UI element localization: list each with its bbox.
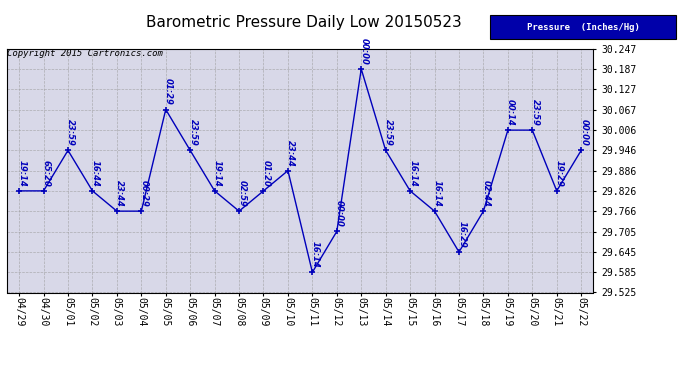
- Text: 01:20: 01:20: [262, 160, 270, 187]
- Text: 19:14: 19:14: [17, 160, 26, 187]
- Text: 00:00: 00:00: [580, 119, 589, 146]
- Text: 00:29: 00:29: [139, 180, 148, 207]
- Text: 23:44: 23:44: [115, 180, 124, 207]
- Text: 16:14: 16:14: [310, 241, 319, 268]
- Text: 16:14: 16:14: [408, 160, 417, 187]
- Text: 19:29: 19:29: [555, 160, 564, 187]
- Text: Barometric Pressure Daily Low 20150523: Barometric Pressure Daily Low 20150523: [146, 15, 462, 30]
- Text: 00:00: 00:00: [359, 38, 368, 65]
- Text: Pressure  (Inches/Hg): Pressure (Inches/Hg): [526, 22, 640, 32]
- Text: 01:29: 01:29: [164, 78, 173, 105]
- Text: 23:59: 23:59: [531, 99, 540, 126]
- Text: 16:14: 16:14: [433, 180, 442, 207]
- Text: 02:44: 02:44: [482, 180, 491, 207]
- Text: 19:14: 19:14: [213, 160, 222, 187]
- Text: 23:59: 23:59: [66, 119, 75, 146]
- Text: 16:44: 16:44: [90, 160, 100, 187]
- Text: Copyright 2015 Cartronics.com: Copyright 2015 Cartronics.com: [7, 49, 163, 58]
- Text: 23:44: 23:44: [286, 140, 295, 166]
- Text: 23:59: 23:59: [384, 119, 393, 146]
- Text: 65:20: 65:20: [42, 160, 51, 187]
- Text: 16:29: 16:29: [457, 221, 466, 248]
- Text: 00:00: 00:00: [335, 200, 344, 227]
- Text: 02:59: 02:59: [237, 180, 246, 207]
- Text: 00:14: 00:14: [506, 99, 515, 126]
- Text: 23:59: 23:59: [188, 119, 197, 146]
